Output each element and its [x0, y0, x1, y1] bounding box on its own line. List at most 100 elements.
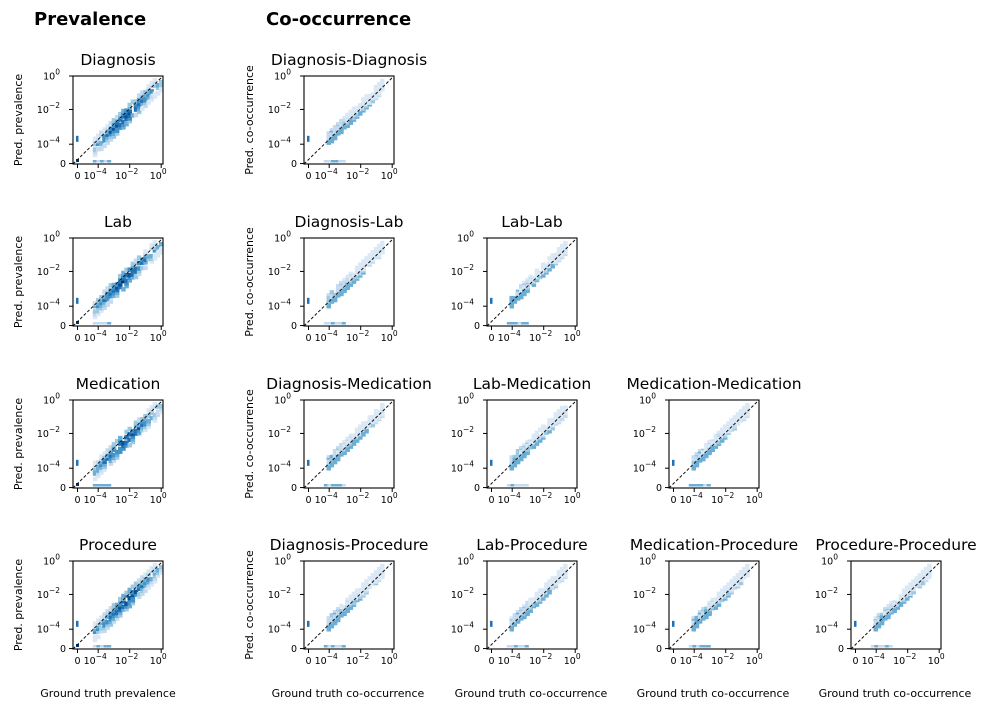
heatmap-cell	[124, 443, 129, 448]
reference-line	[486, 560, 578, 650]
y-tick-label: 0	[291, 483, 297, 494]
panel-title: Lab-Lab	[501, 213, 563, 231]
heatmap-cell	[121, 607, 126, 612]
x-tick-label-mantissa: 10	[315, 333, 327, 344]
heatmap-cell	[105, 135, 110, 140]
heatmap-cell	[99, 626, 104, 631]
heatmap-cell	[559, 571, 565, 576]
heatmap-cell	[522, 450, 527, 455]
y-tick-label: 100	[274, 230, 291, 245]
zero-row-cell	[514, 484, 518, 487]
heatmap-cell	[149, 97, 154, 102]
zero-col-cell	[307, 135, 310, 142]
heatmap-cell	[525, 280, 530, 285]
reference-line	[486, 237, 578, 327]
y-tick-label-mantissa: 10	[268, 590, 280, 601]
heatmap-cell	[364, 579, 369, 584]
x-tick-label-mantissa: 0	[305, 495, 311, 506]
heatmap-cell	[96, 618, 101, 623]
heatmap-cell	[541, 596, 546, 601]
heatmap-cell	[694, 619, 700, 624]
heatmap-cell	[704, 611, 709, 616]
heatmap-cells	[76, 563, 164, 648]
heatmap-cell	[332, 610, 338, 615]
heatmap-cell	[111, 455, 117, 461]
x-tick-label-mantissa: 10	[84, 333, 96, 344]
x-tick-label-exponent: 0	[758, 652, 763, 661]
heatmap-cell	[358, 103, 363, 108]
heatmap-cell	[143, 252, 148, 257]
heatmap-cell	[111, 605, 117, 611]
heatmap-cell	[553, 254, 559, 259]
x-tick-label: 10−2	[529, 491, 552, 506]
zero-row-cell	[878, 645, 882, 648]
zero-row-cell	[524, 645, 529, 648]
heatmap-cell	[121, 273, 126, 278]
heatmap-cell	[544, 263, 549, 269]
heatmap-cell	[92, 629, 98, 635]
heatmap-cell	[111, 118, 117, 123]
heatmap-cell	[133, 107, 139, 112]
heatmap-cell	[354, 268, 360, 273]
zero-row-cell	[100, 645, 104, 648]
heatmap-cell	[102, 305, 107, 310]
heatmap-cell	[149, 405, 154, 410]
axes-frame	[72, 75, 164, 165]
heatmap-cell	[345, 112, 350, 118]
heatmap-cell	[326, 131, 331, 136]
heatmap-cell	[522, 288, 527, 293]
y-tick-label-mantissa: 10	[268, 140, 280, 151]
x-tick-label-exponent: −2	[541, 652, 552, 661]
axes-frame	[303, 237, 395, 327]
heatmap-cell	[108, 445, 114, 450]
x-tick-label-mantissa: 0	[852, 656, 858, 667]
heatmap-cell	[726, 425, 731, 431]
heatmap-cell	[738, 577, 744, 583]
heatmap-cell	[92, 147, 98, 152]
y-tick-label-mantissa: 10	[633, 429, 645, 440]
heatmap-cell	[354, 274, 360, 280]
heatmap-cell	[732, 424, 737, 429]
zero-col-cell	[672, 620, 675, 627]
heatmap-cell	[547, 590, 552, 595]
x-tick-label: 10−2	[115, 167, 138, 182]
heatmap-cell	[108, 622, 114, 627]
heatmap-cell	[130, 439, 136, 445]
x-tick-label: 10−2	[893, 652, 916, 667]
heatmap-cell	[111, 608, 117, 613]
y-tick-label-mantissa: 10	[37, 590, 49, 601]
heatmap-cell	[118, 125, 123, 130]
heatmap-cell	[118, 276, 123, 282]
zero-row-cell	[706, 484, 711, 487]
y-tick-label: 10−2	[37, 263, 60, 278]
heatmap-cell	[136, 417, 142, 422]
heatmap-cell	[124, 440, 129, 445]
x-tick-label-exponent: −2	[541, 491, 552, 500]
heatmap-cell	[92, 621, 98, 626]
heatmap-cell	[528, 279, 533, 284]
panel-title: Diagnosis	[80, 51, 155, 69]
heatmap-cell	[716, 599, 722, 604]
y-tick-label-exponent: −4	[280, 460, 291, 469]
heatmap-cell	[127, 426, 132, 432]
heatmap-cell	[133, 428, 139, 434]
heatmap-cell	[118, 613, 123, 618]
heatmap-cell	[143, 92, 148, 98]
heatmap-cell	[361, 101, 366, 107]
x-tick-label-mantissa: 10	[150, 333, 162, 344]
heatmap-cell	[96, 309, 101, 314]
heatmap-cell	[146, 257, 151, 262]
heatmap-cell	[108, 291, 114, 296]
y-tick-label: 0	[60, 321, 66, 332]
y-tick-label: 10−2	[268, 101, 291, 116]
heatmap-cell	[364, 256, 369, 261]
heatmap-cell	[348, 271, 354, 277]
zero-row-cell	[92, 160, 97, 163]
heatmap-cell	[140, 98, 145, 103]
heatmap-cell	[339, 603, 344, 609]
zero-row-cell	[874, 645, 879, 648]
zero-col-cell	[76, 459, 79, 466]
heatmap-cell	[140, 586, 145, 591]
y-tick-label-mantissa: 10	[268, 429, 280, 440]
